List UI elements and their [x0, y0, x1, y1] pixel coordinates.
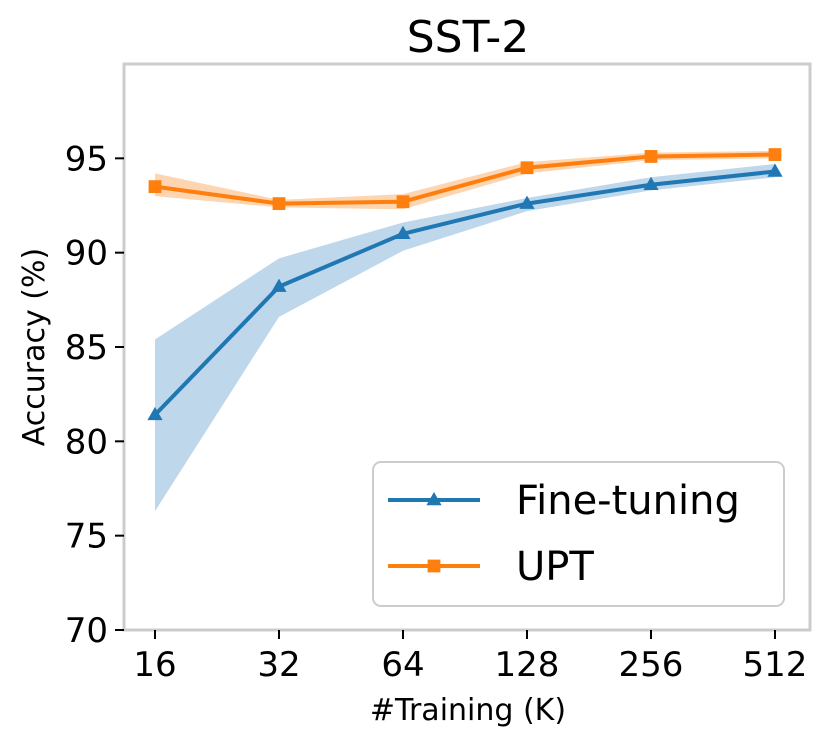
legend: Fine-tuning UPT	[372, 461, 785, 607]
fine-tuning-line	[153, 169, 776, 417]
fine-tuning-point-64	[395, 225, 411, 239]
fine-tuning-point-32	[271, 278, 287, 292]
upt-point-32	[272, 197, 286, 211]
series-lines	[153, 152, 776, 417]
legend-upt-label: UPT	[516, 544, 594, 590]
legend-upt-marker	[427, 559, 441, 573]
y-tick-label-95: 95	[65, 139, 108, 179]
y-tick-label-75: 75	[65, 517, 108, 557]
x-tick-label-32: 32	[257, 645, 300, 685]
fine-tuning-point-256	[643, 176, 659, 190]
fine-tuning-point-16	[147, 406, 163, 421]
upt-band	[155, 150, 775, 210]
x-tick-label-16: 16	[133, 645, 176, 685]
x-tick-label-512: 512	[743, 645, 808, 685]
upt-line	[154, 152, 776, 206]
fine-tuning-band	[155, 163, 775, 512]
y-tick-label-80: 80	[65, 422, 108, 462]
series-markers	[147, 148, 783, 421]
upt-point-16	[148, 180, 162, 194]
fine-tuning-point-512	[767, 163, 783, 177]
x-tick-label-256: 256	[619, 645, 684, 685]
y-tick-label-70: 70	[65, 611, 108, 651]
x-tick-label-128: 128	[495, 645, 560, 685]
upt-point-128	[520, 161, 534, 175]
x-axis-ticks: 16 32 64 128 256 512	[133, 630, 807, 685]
chart-title: SST-2	[407, 12, 530, 63]
x-tick-label-64: 64	[381, 645, 424, 685]
upt-point-512	[768, 148, 782, 161]
confidence-bands	[155, 150, 775, 512]
y-tick-label-90: 90	[65, 234, 108, 274]
legend-fine-tuning-label: Fine-tuning	[516, 478, 740, 524]
fine-tuning-point-128	[519, 195, 535, 209]
y-tick-label-85: 85	[65, 328, 108, 368]
y-axis-label: Accuracy (%)	[17, 248, 52, 446]
x-axis-label: #Training (K)	[370, 693, 566, 728]
legend-fine-tuning-marker	[426, 492, 442, 506]
y-axis-ticks: 70 75 80 85 90 95	[65, 139, 124, 651]
upt-point-256	[644, 150, 658, 163]
upt-point-64	[396, 195, 410, 209]
